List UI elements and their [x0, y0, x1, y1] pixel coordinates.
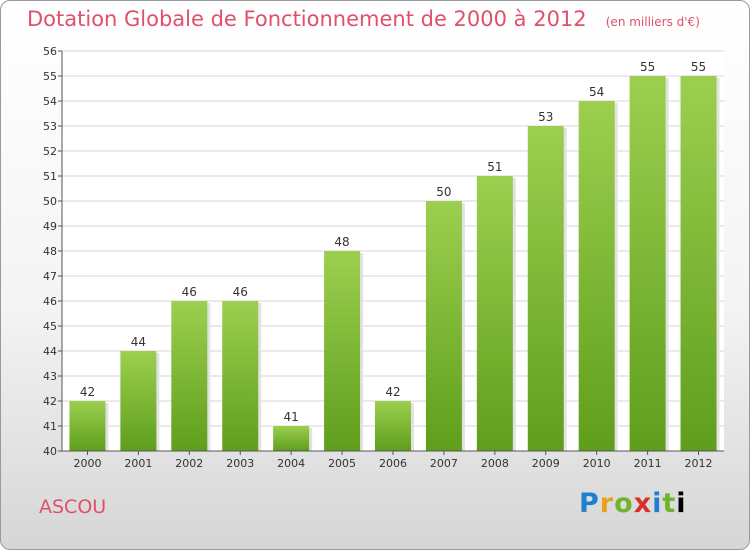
x-tick-label: 2001 — [124, 457, 152, 470]
bar-value-label: 44 — [131, 335, 146, 349]
bar-value-label: 48 — [334, 235, 349, 249]
proxiti-logo[interactable]: Proxiti — [579, 488, 687, 519]
x-tick-label: 2008 — [481, 457, 509, 470]
bar-value-label: 55 — [640, 60, 655, 74]
y-tick-label: 46 — [43, 295, 57, 308]
title-row: Dotation Globale de Fonctionnement de 20… — [27, 7, 700, 31]
bar-value-label: 42 — [80, 385, 95, 399]
x-tick-label: 2012 — [685, 457, 713, 470]
x-tick-label: 2004 — [277, 457, 305, 470]
x-tick-label: 2009 — [532, 457, 560, 470]
bar-value-label: 53 — [538, 110, 553, 124]
y-tick-label: 55 — [43, 70, 57, 83]
x-tick-label: 2007 — [430, 457, 458, 470]
bar-2004 — [273, 426, 310, 451]
y-tick-label: 40 — [43, 445, 57, 458]
x-tick-label: 2011 — [634, 457, 662, 470]
bar-2000 — [69, 401, 106, 451]
bar-2003 — [222, 301, 259, 451]
y-tick-label: 51 — [43, 170, 57, 183]
bar-value-label: 51 — [487, 160, 502, 174]
chart-subtitle: (en milliers d'€) — [605, 15, 700, 29]
axis-layer: 40 41 42 43 44 45 46 47 48 49 50 51 52 53 54 55 56 2000 20… — [43, 45, 724, 470]
y-tick-label: 42 — [43, 395, 57, 408]
y-tick-label: 41 — [43, 420, 57, 433]
y-tick-label: 54 — [43, 95, 57, 108]
y-tick-label: 44 — [43, 345, 57, 358]
y-tick-label: 47 — [43, 270, 57, 283]
y-tick-label: 43 — [43, 370, 57, 383]
bar-value-label: 50 — [436, 185, 451, 199]
x-tick-label: 2005 — [328, 457, 356, 470]
x-tick-label: 2006 — [379, 457, 407, 470]
y-tick-label: 48 — [43, 245, 57, 258]
x-tick-label: 2010 — [583, 457, 611, 470]
bar-2002 — [171, 301, 208, 451]
bars-layer: 42 44 46 46 41 48 42 50 51 53 54 55 55 — [69, 60, 720, 451]
bar-2011 — [629, 76, 666, 451]
bar-2007 — [425, 201, 462, 451]
bar-value-label: 46 — [182, 285, 197, 299]
y-tick-label: 56 — [43, 45, 57, 58]
bar-value-label: 54 — [589, 85, 604, 99]
y-tick-label: 45 — [43, 320, 57, 333]
bar-2009 — [527, 126, 564, 451]
x-tick-label: 2002 — [175, 457, 203, 470]
bar-value-label: 41 — [284, 410, 299, 424]
chart-title: Dotation Globale de Fonctionnement de 20… — [27, 7, 587, 31]
town-name: ASCOU — [39, 496, 107, 518]
bar-2012 — [680, 76, 717, 451]
bar-value-label: 46 — [233, 285, 248, 299]
bar-2008 — [476, 176, 513, 451]
bar-2005 — [324, 251, 361, 451]
bar-2001 — [120, 351, 157, 451]
bar-value-label: 55 — [691, 60, 706, 74]
y-tick-label: 49 — [43, 220, 57, 233]
x-tick-label: 2003 — [226, 457, 254, 470]
y-tick-label: 53 — [43, 120, 57, 133]
x-tick-label: 2000 — [73, 457, 101, 470]
y-tick-label: 52 — [43, 145, 57, 158]
bar-value-label: 42 — [385, 385, 400, 399]
bar-2010 — [578, 101, 615, 451]
bar-2006 — [375, 401, 411, 451]
y-tick-label: 50 — [43, 195, 57, 208]
